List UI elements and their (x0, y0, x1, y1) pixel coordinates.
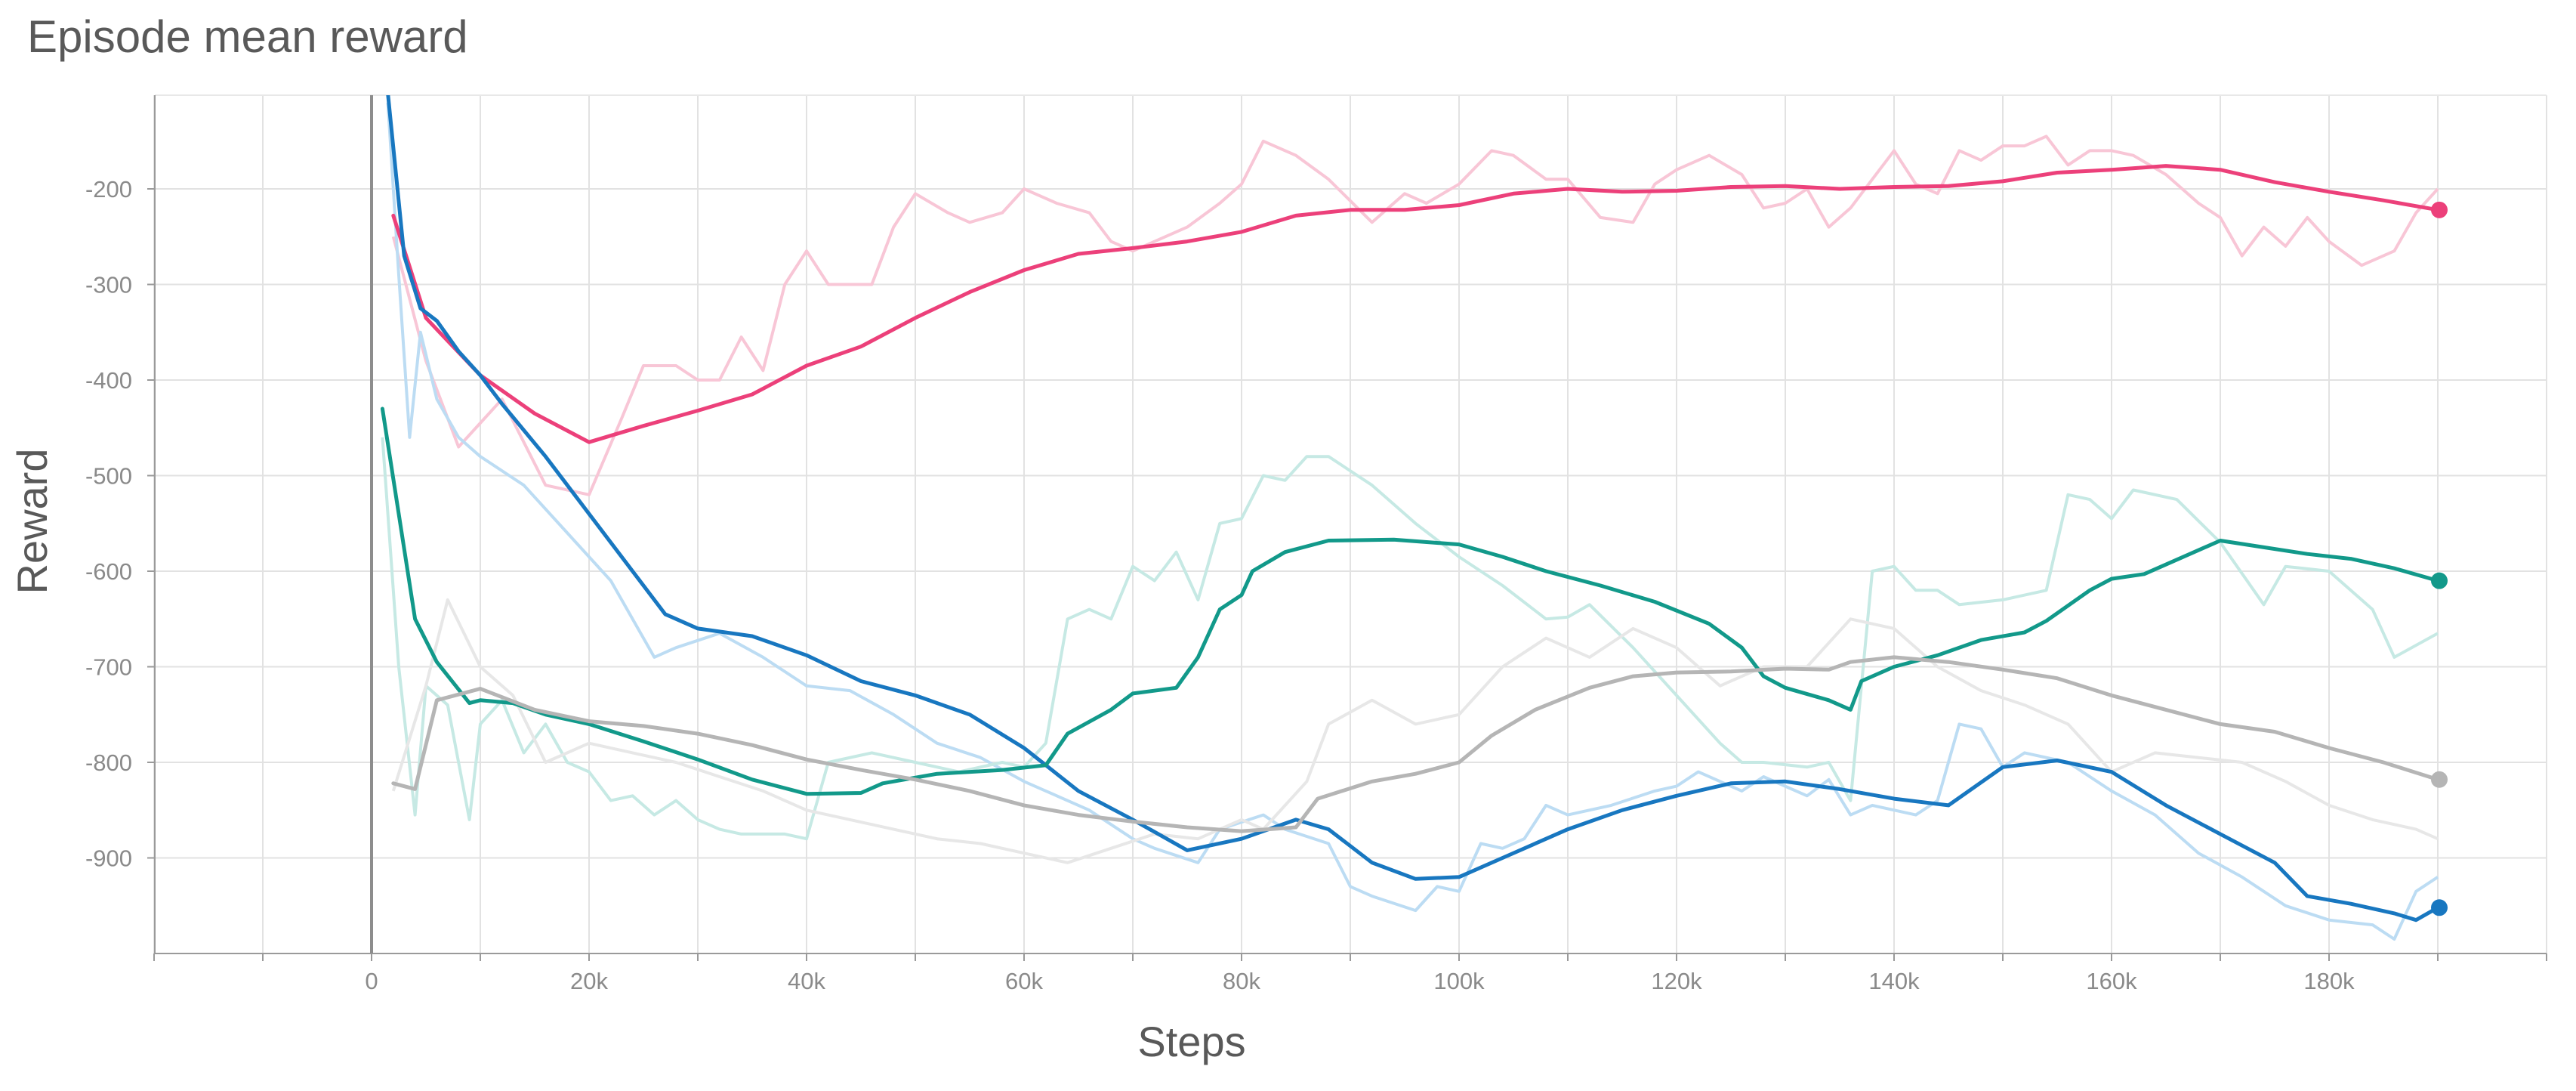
y-tick-label: -300 (85, 272, 132, 298)
y-tick-label: -700 (85, 654, 132, 681)
series-end-marker (2431, 572, 2448, 589)
series-end-marker (2431, 201, 2448, 218)
smoothed-series-line (380, 406, 2440, 796)
end-marker-layer (2431, 201, 2448, 916)
x-tick-label: 140k (1868, 968, 1920, 994)
y-tick-label: -900 (85, 845, 132, 872)
raw-series-line (386, 102, 2439, 941)
tick-label-layer: 0 20k 40k 60k 80k 100k 120k 140k 160k 180k -200 -30… (85, 176, 2355, 994)
axis-layer (147, 95, 2547, 961)
raw-series-line (391, 134, 2439, 496)
x-tick-label: 20k (570, 968, 608, 994)
smoothed-series-line (386, 95, 2440, 923)
smoothed-series-line (391, 164, 2440, 444)
x-tick-label: 100k (1433, 968, 1485, 994)
smoothed-series-line (391, 655, 2440, 833)
chart-title: Episode mean reward (27, 11, 468, 62)
x-tick-label: 40k (788, 968, 825, 994)
x-tick-label: 120k (1651, 968, 1702, 994)
y-axis-title: Reward (8, 449, 56, 595)
smoothed-series-layer (380, 95, 2440, 923)
raw-series-layer (381, 102, 2439, 941)
x-tick-label: 60k (1005, 968, 1043, 994)
y-tick-label: -400 (85, 367, 132, 394)
x-tick-label: 160k (2086, 968, 2137, 994)
y-tick-label: -800 (85, 749, 132, 776)
x-axis-title: Steps (1137, 1018, 1245, 1065)
raw-series-line (381, 437, 2439, 841)
y-tick-label: -200 (85, 176, 132, 202)
raw-series-line (391, 598, 2439, 864)
grid-layer (153, 94, 2547, 953)
x-tick-label: 80k (1223, 968, 1260, 994)
x-tick-label: 180k (2303, 968, 2355, 994)
y-tick-label: -600 (85, 558, 132, 585)
series-end-marker (2431, 899, 2448, 916)
y-tick-label: -500 (85, 463, 132, 490)
x-tick-label: 0 (365, 968, 378, 994)
series-end-marker (2431, 771, 2448, 788)
